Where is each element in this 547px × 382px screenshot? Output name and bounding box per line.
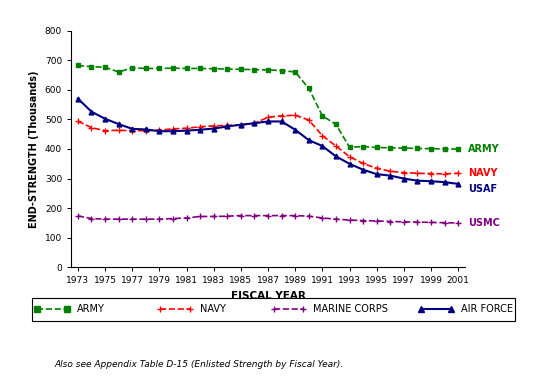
Text: USMC: USMC <box>468 218 499 228</box>
X-axis label: FISCAL YEAR: FISCAL YEAR <box>231 291 305 301</box>
Text: NAVY: NAVY <box>468 168 497 178</box>
Text: MARINE CORPS: MARINE CORPS <box>313 304 388 314</box>
Text: ARMY: ARMY <box>468 144 499 154</box>
Text: NAVY: NAVY <box>200 304 225 314</box>
Y-axis label: END-STRENGTH (Thousands): END-STRENGTH (Thousands) <box>30 70 39 228</box>
FancyBboxPatch shape <box>32 298 515 321</box>
Text: AIR FORCE: AIR FORCE <box>461 304 513 314</box>
Text: USAF: USAF <box>468 184 497 194</box>
Text: ARMY: ARMY <box>77 304 104 314</box>
Text: Also see Appendix Table D-15 (Enlisted Strength by Fiscal Year).: Also see Appendix Table D-15 (Enlisted S… <box>55 360 344 369</box>
